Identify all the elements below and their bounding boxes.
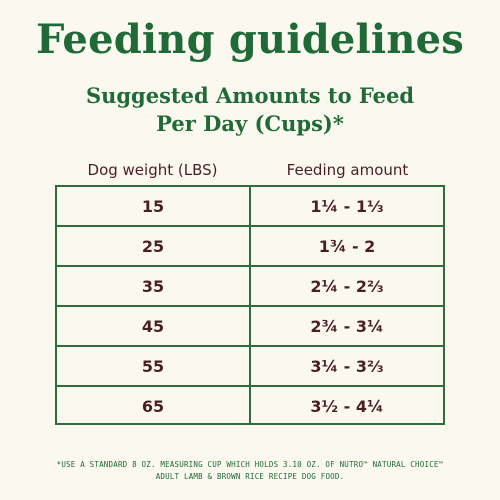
table-row: 55 3¼ - 3⅔ [57, 345, 443, 385]
subtitle-line-2: Per Day (Cups)* [156, 111, 344, 136]
table-row: 45 2¾ - 3¼ [57, 305, 443, 345]
column-header-amount: Feeding amount [286, 161, 409, 179]
feeding-table: 15 1¼ - 1⅓ 25 1¾ - 2 35 2¼ - 2⅔ 45 2¾ - … [55, 185, 445, 425]
weight-cell: 45 [57, 307, 251, 345]
footnote: *USE A STANDARD 8 OZ. MEASURING CUP WHIC… [20, 459, 480, 483]
page-subtitle: Suggested Amounts to Feed Per Day (Cups)… [0, 82, 500, 138]
amount-cell: 3½ - 4¼ [310, 396, 384, 416]
footnote-line-2: ADULT LAMB & BROWN RICE RECIPE DOG FOOD. [155, 472, 345, 481]
weight-cell: 35 [57, 267, 251, 305]
table-row: 35 2¼ - 2⅔ [57, 265, 443, 305]
column-header-weight: Dog weight (LBS) [87, 161, 218, 179]
footnote-line-1: *USE A STANDARD 8 OZ. MEASURING CUP WHIC… [56, 460, 444, 469]
amount-cell: 1¾ - 2 [318, 236, 376, 256]
weight-cell: 65 [57, 387, 251, 425]
table-row: 15 1¼ - 1⅓ [57, 187, 443, 225]
amount-cell: 2¼ - 2⅔ [310, 276, 384, 296]
page-title: Feeding guidelines [36, 16, 464, 63]
table-row: 65 3½ - 4¼ [57, 385, 443, 425]
weight-cell: 15 [57, 187, 251, 225]
amount-cell: 2¾ - 3¼ [310, 316, 384, 336]
weight-cell: 25 [57, 227, 251, 265]
table-row: 25 1¾ - 2 [57, 225, 443, 265]
amount-cell: 1¼ - 1⅓ [310, 196, 384, 216]
subtitle-line-1: Suggested Amounts to Feed [85, 83, 415, 108]
amount-cell: 3¼ - 3⅔ [310, 356, 384, 376]
weight-cell: 55 [57, 347, 251, 385]
